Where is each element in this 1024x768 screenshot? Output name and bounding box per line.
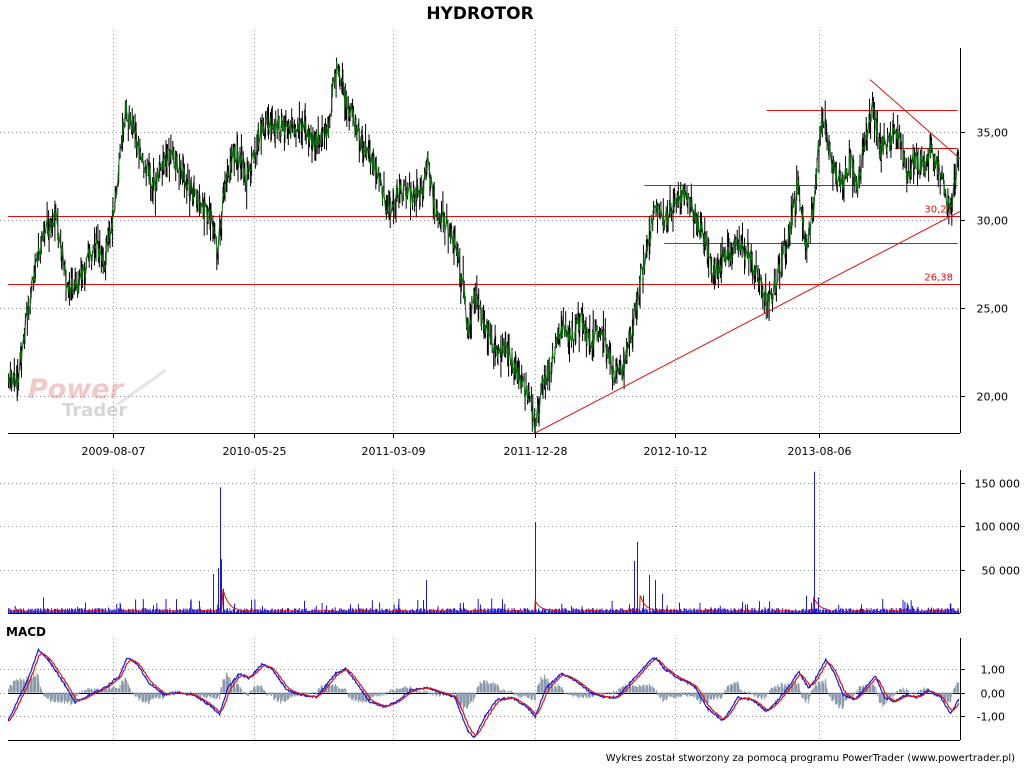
price-y-tick-label-2: 30,00 xyxy=(977,215,1009,228)
volume-y-tick-label-0: 50 000 xyxy=(982,565,1021,578)
powertrader-watermark: Power Trader xyxy=(28,368,167,421)
price-x-tick-label-1: 2010-05-25 xyxy=(223,445,287,458)
price-y-tick-label-0: 20,00 xyxy=(977,391,1009,404)
volume-grid xyxy=(0,470,960,613)
macd-y-tick-label-1: 0,00 xyxy=(981,688,1006,701)
price-x-tick-label-4: 2012-10-12 xyxy=(644,445,708,458)
volume-axes: 50 000 100 000 150 000 xyxy=(8,470,1020,614)
volume-panel: 50 000 100 000 150 000 xyxy=(0,470,1020,614)
volume-y-tick-label-2: 150 000 xyxy=(975,478,1021,491)
level-label-1: 26,38 xyxy=(924,273,953,284)
macd-histogram xyxy=(8,672,960,711)
volume-bars xyxy=(8,471,960,613)
macd-axes: 1,00 0,00 -1,00 xyxy=(8,638,1005,741)
macd-signal-line xyxy=(8,652,960,736)
watermark-swoosh xyxy=(117,368,167,406)
macd-histogram-bars xyxy=(8,672,960,711)
price-y-tick-label-1: 25,00 xyxy=(977,303,1009,316)
price-x-tick-label-3: 2011-12-28 xyxy=(504,445,568,458)
macd-line xyxy=(8,647,960,739)
price-y-tick-label-3: 35,00 xyxy=(977,127,1009,140)
watermark-line2: Trader xyxy=(62,400,127,421)
watermark-line1: Power xyxy=(28,374,125,405)
volume-average-path xyxy=(8,589,959,612)
price-axes: 20,00 25,00 30,00 35,00 2009-08-07 2010-05-25… xyxy=(8,48,1008,458)
price-trends xyxy=(534,79,960,433)
macd-lines xyxy=(8,647,960,739)
volume-y-tick-label-1: 100 000 xyxy=(975,521,1021,534)
chart-title: HYDROTOR xyxy=(426,4,533,24)
price-x-tick-label-5: 2013-08-06 xyxy=(788,445,852,458)
trend-line-0 xyxy=(534,211,960,433)
price-close-line xyxy=(8,61,960,432)
price-levels: 30,26 26,38 xyxy=(8,110,960,285)
macd-panel: 1,00 0,00 -1,00 xyxy=(0,638,1005,741)
volume-average-line xyxy=(8,589,959,612)
trend-line-1 xyxy=(869,79,960,160)
price-x-tick-label-2: 2011-03-09 xyxy=(362,445,426,458)
price-line xyxy=(8,61,960,432)
price-x-tick-label-0: 2009-08-07 xyxy=(82,445,146,458)
macd-y-tick-label-0: 1,00 xyxy=(981,664,1006,677)
footer-credit: Wykres został stworzony za pomocą progra… xyxy=(606,753,1015,764)
macd-y-tick-label-2: -1,00 xyxy=(977,711,1005,724)
macd-title: MACD xyxy=(6,625,46,639)
price-grid xyxy=(0,30,960,433)
level-label-0: 30,26 xyxy=(924,205,953,216)
price-panel: 30,26 26,38 20,00 25,00 30,00 35,00 2009-08-0… xyxy=(0,30,1008,458)
